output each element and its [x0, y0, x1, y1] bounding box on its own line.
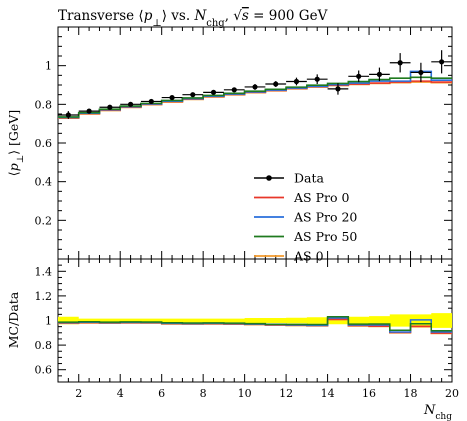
legend-label: AS Pro 0 — [293, 190, 349, 205]
series-line-as-pro-50 — [58, 76, 452, 118]
data-point — [161, 94, 183, 101]
y-tick-label: 0.8 — [35, 98, 53, 111]
legend-label: Data — [294, 171, 324, 186]
data-point — [120, 101, 141, 107]
legend-item: Data — [254, 171, 324, 186]
data-point — [182, 92, 204, 98]
legend-item: AS 0 — [254, 249, 324, 264]
legend-label: AS 0 — [293, 249, 324, 264]
data-point — [410, 62, 432, 83]
x-tick-label: 6 — [158, 387, 165, 400]
ratio-ylabel: MC/Data — [6, 291, 21, 348]
y-tick-label: 1.2 — [35, 290, 53, 303]
data-point — [223, 87, 245, 93]
data-point — [265, 81, 287, 87]
y-tick-label: 0.2 — [35, 214, 53, 227]
x-tick-label: 2 — [75, 387, 82, 400]
data-point — [348, 70, 370, 83]
x-tick-label: 12 — [279, 387, 293, 400]
main-ylabel: ⟨p⊥⟩ [GeV] — [6, 110, 26, 176]
x-tick-label: 8 — [200, 387, 207, 400]
y-tick-label: 0.6 — [35, 364, 53, 377]
y-tick-label: 1 — [45, 60, 52, 73]
chart-title: Transverse ⟨p⊥⟩ vs. Nchg, √s = 900 GeV — [58, 8, 328, 29]
main-panel: 0.2 0.4 0.6 0.8 1 — [35, 27, 453, 259]
data-point — [389, 53, 411, 73]
data-point — [327, 83, 349, 95]
data-point — [203, 89, 224, 95]
x-tick-label: 16 — [362, 387, 376, 400]
legend-label: AS Pro 20 — [293, 210, 357, 225]
ratio-xlabel: Nchg — [423, 403, 452, 421]
y-tick-label: 0.6 — [35, 137, 53, 150]
data-point — [306, 74, 328, 85]
main-panel-frame — [57, 26, 453, 260]
data-point — [244, 84, 266, 90]
legend-item: AS Pro 50 — [254, 229, 357, 244]
y-tick-label: 1.4 — [35, 265, 53, 278]
data-point — [99, 104, 121, 110]
data-point — [78, 108, 100, 114]
ratio-line-as-pro-50 — [58, 316, 452, 332]
y-tick-label: 0.8 — [35, 339, 53, 352]
x-tick-label: 4 — [117, 387, 124, 400]
x-tick-label: 20 — [445, 387, 459, 400]
data-point — [140, 98, 162, 105]
data-point — [369, 67, 390, 82]
data-point — [431, 50, 452, 74]
data-point — [286, 77, 307, 86]
legend-item: AS Pro 0 — [254, 190, 349, 205]
x-tick-label: 14 — [321, 387, 335, 400]
data-point — [58, 111, 79, 119]
data-uncertainty-band — [58, 313, 452, 328]
legend-item: AS Pro 20 — [254, 210, 357, 225]
ratio-panel: 2 4 6 8 10 12 14 16 18 20 0.6 0.8 1 1.2 1.4 — [35, 259, 459, 400]
y-tick-label: 1 — [45, 315, 52, 328]
y-tick-label: 0.4 — [35, 176, 53, 189]
legend: Data AS Pro 0 AS Pro 20 AS Pro 50 AS 0 — [254, 171, 357, 264]
x-tick-label: 10 — [238, 387, 252, 400]
x-tick-label: 18 — [404, 387, 418, 400]
legend-label: AS Pro 50 — [293, 229, 357, 244]
